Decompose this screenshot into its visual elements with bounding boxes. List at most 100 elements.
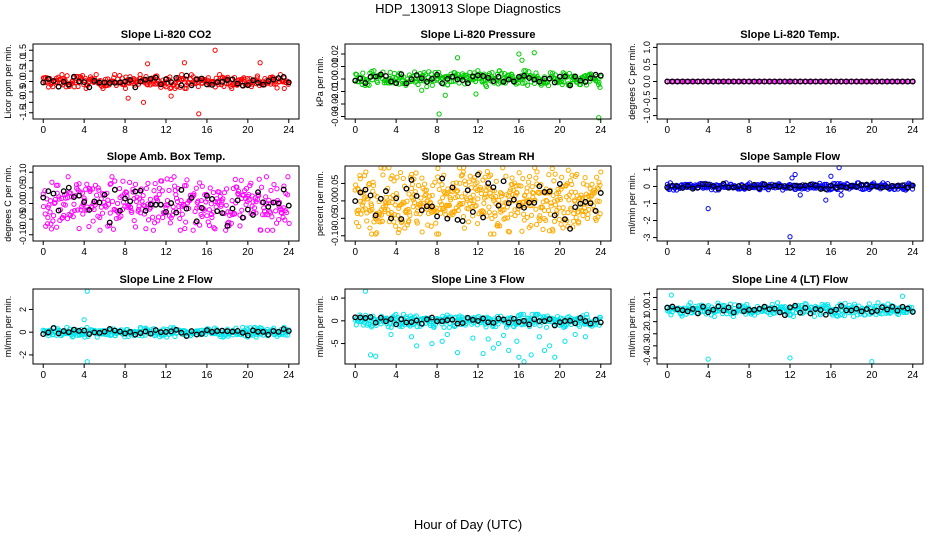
summary-point	[157, 201, 164, 208]
data-points	[664, 165, 916, 240]
data-point	[597, 314, 603, 320]
x-tick-label: 12	[160, 125, 172, 136]
summary-point	[781, 183, 788, 189]
data-point	[518, 183, 524, 189]
data-point	[561, 79, 567, 85]
data-point	[197, 222, 203, 228]
x-tick-label: 4	[705, 247, 711, 258]
summary-point	[776, 309, 783, 316]
chart-panel-5: Slope Gas Stream RH percent per min. 0 4 8 12…	[315, 151, 612, 258]
y-tick-label: -0.2	[642, 326, 652, 342]
data-point	[434, 231, 440, 237]
data-point	[414, 220, 420, 226]
summary-point	[577, 77, 584, 84]
data-point	[167, 74, 173, 80]
data-point	[425, 210, 432, 217]
summary-point	[551, 322, 558, 329]
x-tick-label: 24	[283, 247, 295, 258]
x-tick-label: 20	[866, 125, 878, 136]
data-point	[78, 207, 84, 213]
data-point	[525, 179, 532, 185]
data-point	[480, 209, 487, 215]
data-point	[597, 211, 603, 217]
summary-point	[429, 314, 435, 321]
summary-point	[357, 75, 364, 82]
chart-panel-2: Slope Li-820 Pressure kPa per min. 0 4 8 12 16…	[315, 29, 612, 136]
summary-point	[60, 188, 67, 195]
data-point	[410, 204, 416, 210]
summary-point	[827, 182, 834, 189]
data-point	[278, 209, 284, 216]
data-point	[538, 182, 544, 188]
data-point	[400, 311, 407, 317]
data-point	[109, 174, 115, 180]
summary-point	[587, 75, 594, 82]
data-point-outlier	[668, 292, 674, 298]
data-point	[147, 196, 153, 202]
summary-point	[694, 310, 701, 317]
summary-point	[260, 199, 267, 206]
summary-point	[874, 183, 880, 190]
data-point	[474, 220, 481, 227]
data-point	[353, 71, 360, 78]
data-point	[493, 178, 499, 184]
data-point-outlier	[787, 234, 793, 240]
summary-point	[229, 205, 236, 212]
data-point	[369, 206, 375, 213]
data-point	[374, 79, 381, 85]
summary-point	[209, 328, 215, 335]
summary-point	[255, 79, 262, 86]
data-point	[54, 224, 60, 230]
data-point	[212, 226, 218, 232]
data-point	[129, 209, 135, 216]
data-point-outlier	[414, 343, 420, 349]
data-point	[463, 72, 469, 78]
summary-point	[710, 306, 717, 313]
data-point	[552, 72, 558, 78]
data-point	[432, 179, 438, 185]
y-axis-label: degrees C per min.	[627, 43, 637, 120]
data-point	[281, 183, 287, 189]
summary-point	[413, 317, 420, 324]
summary-point	[700, 303, 706, 310]
data-point	[159, 188, 165, 194]
x-tick-label: 4	[81, 370, 87, 381]
data-point	[395, 212, 401, 219]
data-point-outlier	[168, 93, 174, 99]
data-point	[560, 205, 566, 211]
summary-point	[198, 75, 205, 82]
y-tick-label: -0.01	[330, 81, 340, 102]
data-point	[71, 201, 77, 207]
summary-point	[250, 77, 256, 84]
data-point	[537, 217, 543, 224]
data-point-outlier	[144, 61, 151, 67]
summary-point	[495, 73, 502, 80]
x-tick-label: 24	[283, 370, 295, 381]
data-point-outlier	[582, 334, 589, 340]
data-point	[572, 198, 578, 204]
data-point	[687, 78, 693, 85]
data-point	[141, 211, 148, 217]
summary-point	[597, 72, 604, 79]
data-point	[195, 198, 201, 204]
x-tick-label: 8	[122, 370, 128, 381]
data-point	[592, 190, 598, 196]
data-point	[59, 71, 65, 78]
data-point	[371, 68, 377, 74]
summary-point	[587, 320, 594, 327]
x-tick-label: 0	[352, 125, 358, 136]
data-point	[367, 208, 374, 214]
data-point	[177, 227, 183, 233]
chart-title: Slope Li-820 CO2	[121, 29, 211, 41]
summary-point	[168, 328, 175, 335]
summary-point	[117, 207, 123, 214]
data-point	[739, 78, 745, 85]
data-point	[570, 218, 577, 224]
data-point	[596, 198, 602, 205]
data-point	[411, 199, 418, 206]
summary-point	[178, 329, 185, 336]
data-point	[256, 193, 262, 199]
data-point	[842, 312, 848, 319]
data-point	[529, 184, 535, 190]
data-point	[559, 174, 565, 180]
